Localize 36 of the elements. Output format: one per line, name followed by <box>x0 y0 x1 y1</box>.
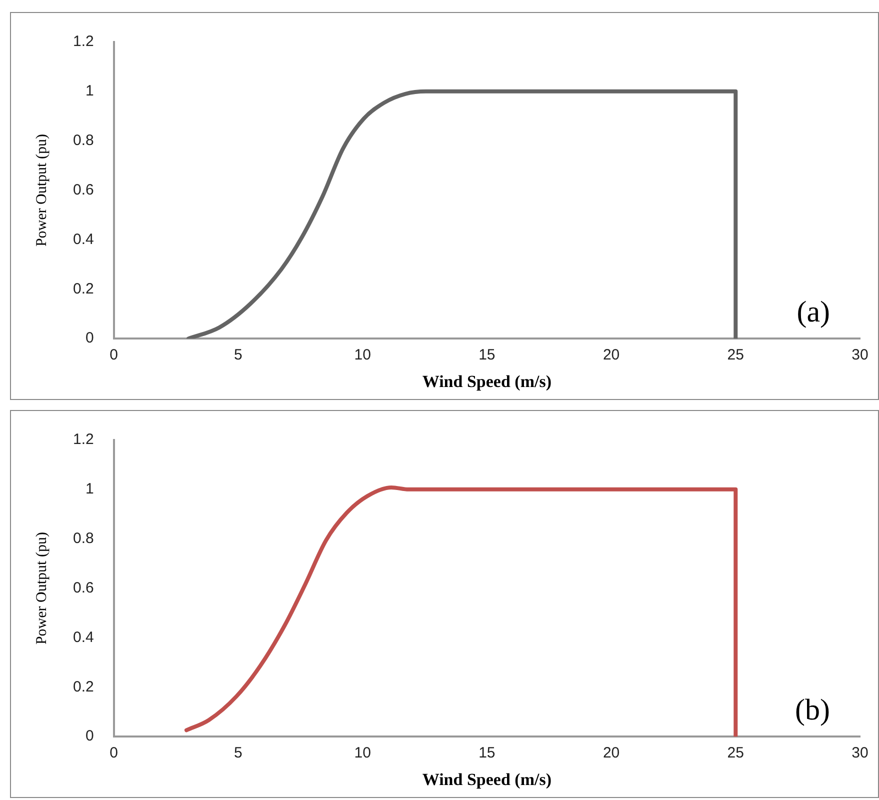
y-axis-title: Power Output (pu) <box>34 134 50 247</box>
annotation: (b) <box>795 693 830 726</box>
y-tick-label: 1.2 <box>72 431 94 448</box>
x-tick-label: 0 <box>110 744 118 762</box>
y-tick-label: 0 <box>86 728 94 745</box>
x-tick-label: 30 <box>852 346 868 364</box>
line-series <box>184 485 738 737</box>
y-tick-label: 0.4 <box>72 628 94 646</box>
x-tick-label: 0 <box>110 346 118 364</box>
y-tick-label: 0.6 <box>72 579 94 596</box>
y-tick-label: 0.6 <box>72 181 94 198</box>
x-tick-label: 25 <box>727 346 744 364</box>
x-tick-label: 20 <box>602 744 620 762</box>
x-axis-title: Wind Speed (m/s) <box>422 372 552 392</box>
y-tick-label: 1 <box>86 480 94 498</box>
y-tick-label: 1 <box>86 82 94 100</box>
x-tick-label: 5 <box>234 346 242 364</box>
line-series <box>186 89 738 339</box>
y-tick-label: 0.8 <box>72 132 94 150</box>
x-tick-label: 10 <box>354 346 371 364</box>
x-axis-title: Wind Speed (m/s) <box>422 770 552 790</box>
y-tick-label: 1.2 <box>72 33 94 50</box>
x-tick-label: 15 <box>478 346 496 364</box>
y-tick-label: 0.2 <box>72 280 94 298</box>
x-tick-label: 25 <box>727 744 744 762</box>
annotation: (a) <box>796 295 830 328</box>
x-tick-label: 30 <box>852 744 868 762</box>
y-tick-label: 0.4 <box>72 230 94 248</box>
y-tick-label: 0 <box>86 330 94 347</box>
y-tick-label: 0.8 <box>72 530 94 548</box>
x-tick-label: 10 <box>354 744 371 762</box>
x-tick-label: 15 <box>478 744 496 762</box>
x-tick-label: 20 <box>602 346 620 364</box>
y-tick-label: 0.2 <box>72 678 94 696</box>
x-tick-label: 5 <box>234 744 242 762</box>
y-axis-title: Power Output (pu) <box>34 532 50 645</box>
